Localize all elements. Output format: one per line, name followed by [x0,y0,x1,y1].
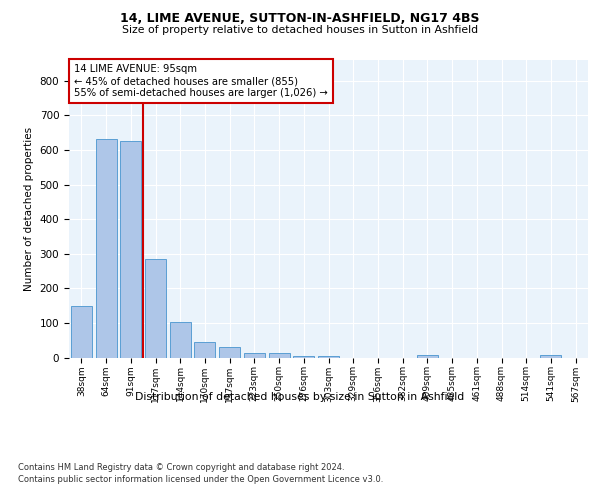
Bar [219,347,240,358]
Text: 14, LIME AVENUE, SUTTON-IN-ASHFIELD, NG17 4BS: 14, LIME AVENUE, SUTTON-IN-ASHFIELD, NG1… [120,12,480,26]
Bar [541,354,562,358]
Text: Contains public sector information licensed under the Open Government Licence v3: Contains public sector information licen… [18,475,383,484]
Bar [244,354,265,358]
Bar [417,354,438,358]
Bar [318,356,339,358]
Bar [293,356,314,358]
Bar [269,354,290,358]
Bar [95,139,116,358]
Bar [71,306,92,358]
Bar [145,259,166,358]
Bar [120,140,141,358]
Bar [170,322,191,358]
Text: Distribution of detached houses by size in Sutton in Ashfield: Distribution of detached houses by size … [136,392,464,402]
Bar [194,342,215,357]
Text: Size of property relative to detached houses in Sutton in Ashfield: Size of property relative to detached ho… [122,25,478,35]
Text: Contains HM Land Registry data © Crown copyright and database right 2024.: Contains HM Land Registry data © Crown c… [18,462,344,471]
Text: 14 LIME AVENUE: 95sqm
← 45% of detached houses are smaller (855)
55% of semi-det: 14 LIME AVENUE: 95sqm ← 45% of detached … [74,64,328,98]
Y-axis label: Number of detached properties: Number of detached properties [24,126,34,291]
